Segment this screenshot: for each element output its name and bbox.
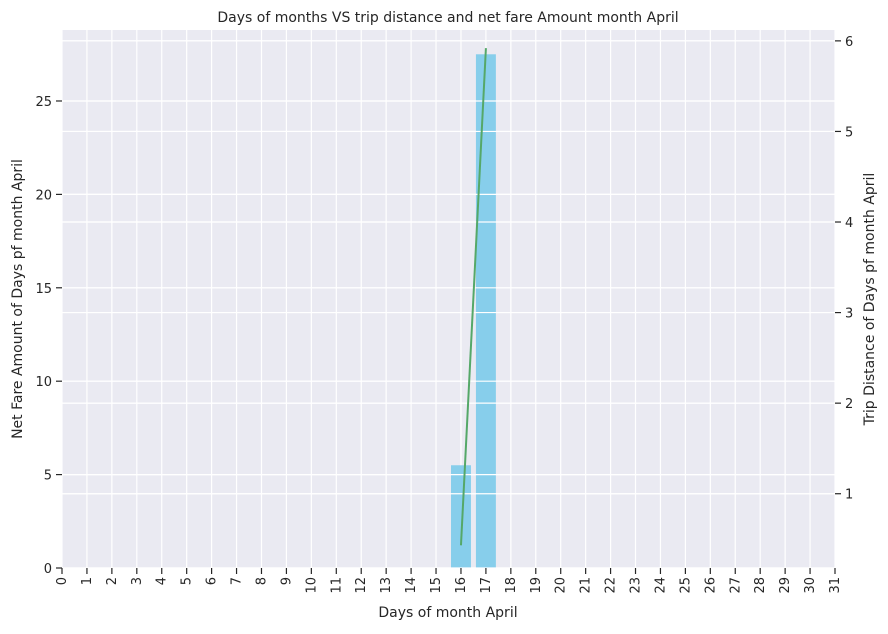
y-tick-label-right: 4: [845, 216, 853, 231]
y-tick-label-right: 1: [845, 488, 853, 503]
x-tick-label: 10: [304, 577, 319, 594]
x-tick-label: 22: [604, 577, 619, 594]
y-tick-label-left: 10: [35, 375, 52, 390]
x-tick-label: 13: [379, 577, 394, 594]
bar: [475, 54, 496, 568]
bar: [450, 465, 471, 568]
x-tick-label: 5: [180, 577, 195, 585]
y-tick-label-left: 0: [44, 562, 52, 577]
x-tick-label: 24: [653, 577, 668, 594]
y-axis-label-right: Trip Distance of Days pf month April: [862, 173, 878, 427]
y-tick-label-right: 5: [845, 125, 853, 140]
x-tick-label: 30: [803, 577, 818, 594]
x-tick-label: 26: [703, 577, 718, 594]
x-tick-label: 27: [728, 577, 743, 594]
x-tick-label: 29: [778, 577, 793, 594]
x-tick-label: 25: [678, 577, 693, 594]
x-tick-label: 15: [429, 577, 444, 594]
y-tick-label-left: 20: [35, 188, 52, 203]
x-tick-label: 9: [279, 577, 294, 585]
x-tick-label: 20: [554, 577, 569, 594]
chart-title: Days of months VS trip distance and net …: [217, 10, 678, 26]
x-tick-label: 14: [404, 577, 419, 594]
x-tick-label: 3: [130, 577, 145, 585]
x-tick-label: 12: [354, 577, 369, 594]
x-tick-label: 6: [205, 577, 220, 585]
bars: [62, 40, 835, 569]
y-tick-label-right: 3: [845, 307, 853, 322]
x-tick-label: 17: [479, 577, 494, 594]
x-tick-label: 28: [753, 577, 768, 594]
x-tick-label: 18: [504, 577, 519, 594]
y-tick-label-right: 2: [845, 397, 853, 412]
x-tick-label: 8: [254, 577, 269, 585]
trip-distance-line: [459, 48, 487, 546]
x-tick-label: 21: [579, 577, 594, 594]
x-tick-label: 16: [454, 577, 469, 594]
y-tick-label-left: 25: [35, 95, 52, 110]
x-tick-label: 2: [105, 577, 120, 585]
y-tick-label-right: 6: [845, 35, 853, 50]
x-tick-label: 31: [828, 577, 843, 594]
y-tick-label-left: 15: [35, 282, 52, 297]
x-tick-label: 4: [155, 577, 170, 585]
x-axis-label: Days of month April: [378, 605, 517, 621]
lines: [459, 48, 487, 546]
x-tick-label: 0: [55, 577, 70, 585]
y-axis-label-left: Net Fare Amount of Days pf month April: [10, 159, 26, 439]
plot-background: [62, 30, 835, 568]
x-tick-label: 23: [629, 577, 644, 594]
x-tick-label: 7: [230, 577, 245, 585]
x-tick-label: 11: [329, 577, 344, 594]
x-tick-label: 1: [80, 577, 95, 585]
x-tick-label: 19: [529, 577, 544, 594]
y-tick-label-left: 5: [44, 469, 52, 484]
